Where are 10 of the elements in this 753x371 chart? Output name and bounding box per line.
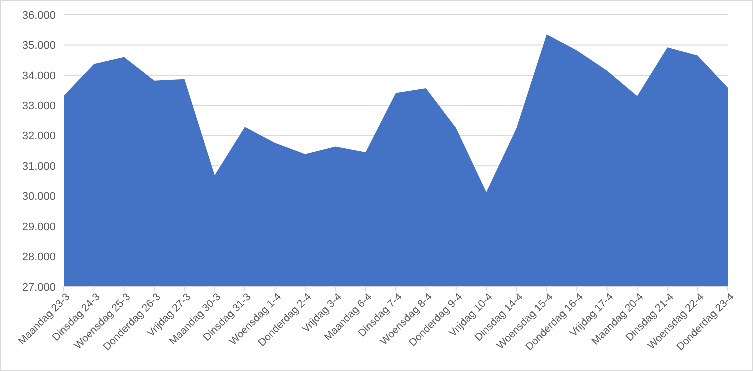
y-tick-label: 34.000 — [22, 70, 56, 82]
y-tick-label: 30.000 — [22, 191, 56, 204]
y-tick-label: 32.000 — [22, 130, 56, 143]
y-tick-label: 36.000 — [22, 10, 56, 22]
y-tick-label: 29.000 — [22, 221, 56, 234]
y-tick-label: 28.000 — [22, 252, 56, 264]
y-tick-label: 27.000 — [22, 282, 56, 294]
y-tick-label: 31.000 — [22, 160, 56, 173]
y-tick-label: 35.000 — [22, 40, 56, 52]
y-tick-label: 33.000 — [22, 100, 56, 113]
